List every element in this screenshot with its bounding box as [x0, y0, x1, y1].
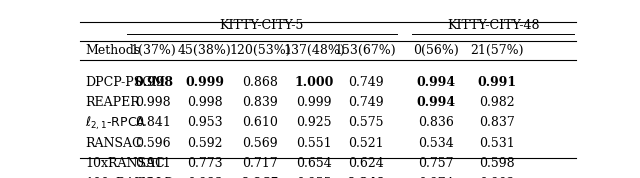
Text: 0.717: 0.717: [242, 157, 278, 170]
Text: 45(38%): 45(38%): [178, 44, 232, 57]
Text: 0.998: 0.998: [136, 96, 172, 109]
Text: 0.849: 0.849: [346, 177, 385, 178]
Text: DPCP-PSGM: DPCP-PSGM: [85, 76, 165, 89]
Text: 0.991: 0.991: [136, 177, 172, 178]
Text: 0.974: 0.974: [419, 177, 454, 178]
Text: 0.994: 0.994: [417, 96, 456, 109]
Text: 21(57%): 21(57%): [470, 44, 524, 57]
Text: 0.837: 0.837: [479, 116, 515, 129]
Text: 0.999: 0.999: [296, 96, 332, 109]
Text: 0.596: 0.596: [136, 137, 172, 150]
Text: Methods: Methods: [85, 44, 140, 57]
Text: 0.569: 0.569: [242, 137, 278, 150]
Text: 0.592: 0.592: [188, 137, 223, 150]
Text: 0.925: 0.925: [296, 116, 332, 129]
Text: 0.841: 0.841: [136, 116, 172, 129]
Text: REAPER: REAPER: [85, 96, 140, 109]
Text: RANSAC: RANSAC: [85, 137, 141, 150]
Text: 0.994: 0.994: [417, 76, 456, 89]
Text: 0.902: 0.902: [479, 177, 515, 178]
Text: 0.991: 0.991: [477, 76, 516, 89]
Text: KITTY-CITY-48: KITTY-CITY-48: [447, 19, 540, 32]
Text: 0.551: 0.551: [296, 137, 332, 150]
Text: 0.953: 0.953: [187, 116, 223, 129]
Text: 10xRANSAC: 10xRANSAC: [85, 157, 164, 170]
Text: 1.000: 1.000: [294, 76, 334, 89]
Text: 0.654: 0.654: [296, 157, 332, 170]
Text: 0.836: 0.836: [418, 116, 454, 129]
Text: 0.868: 0.868: [242, 76, 278, 89]
Text: 0.999: 0.999: [186, 76, 225, 89]
Text: KITTY-CITY-5: KITTY-CITY-5: [219, 19, 303, 32]
Text: 0.610: 0.610: [242, 116, 278, 129]
Text: 0.531: 0.531: [479, 137, 515, 150]
Text: 137(48%): 137(48%): [284, 44, 345, 57]
Text: 0.911: 0.911: [136, 157, 172, 170]
Text: 0.965: 0.965: [241, 177, 280, 178]
Text: $\ell_{2,1}$-RPCA: $\ell_{2,1}$-RPCA: [85, 114, 146, 132]
Text: 0.534: 0.534: [419, 137, 454, 150]
Text: 0.757: 0.757: [419, 157, 454, 170]
Text: 0.839: 0.839: [242, 96, 278, 109]
Text: 0.982: 0.982: [479, 96, 515, 109]
Text: 0.955: 0.955: [296, 177, 332, 178]
Text: 120(53%): 120(53%): [229, 44, 291, 57]
Text: 0.998: 0.998: [187, 96, 223, 109]
Text: 0.624: 0.624: [348, 157, 383, 170]
Text: 0.749: 0.749: [348, 96, 383, 109]
Text: 0.598: 0.598: [479, 157, 515, 170]
Text: 0.998: 0.998: [134, 76, 173, 89]
Text: 100xRANSAC: 100xRANSAC: [85, 177, 173, 178]
Text: 0.521: 0.521: [348, 137, 383, 150]
Text: 0.983: 0.983: [187, 177, 223, 178]
Text: 0.749: 0.749: [348, 76, 383, 89]
Text: 1(37%): 1(37%): [131, 44, 176, 57]
Text: 153(67%): 153(67%): [335, 44, 397, 57]
Text: 0.575: 0.575: [348, 116, 383, 129]
Text: 0.773: 0.773: [187, 157, 223, 170]
Text: 0(56%): 0(56%): [413, 44, 459, 57]
